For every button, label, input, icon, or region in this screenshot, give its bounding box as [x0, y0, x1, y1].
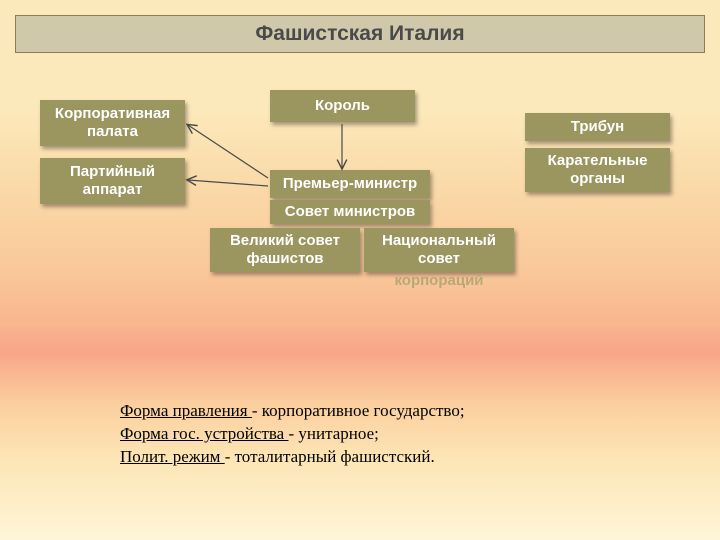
node-nat-council: Национальный совет — [364, 228, 514, 272]
node-council-min: Совет министров — [270, 200, 430, 224]
title-bar: Фашистская Италия — [15, 15, 705, 53]
caption-block: Форма правления - корпоративное государс… — [120, 400, 465, 469]
node-great-council: Великий совет фашистов — [210, 228, 360, 272]
slide-title: Фашистская Италия — [255, 22, 464, 46]
node-king: Король — [270, 90, 415, 122]
node-pm: Премьер-министр — [270, 170, 430, 198]
node-tribune: Трибун — [525, 113, 670, 141]
overflow-label-corporations: корпораций — [364, 272, 514, 290]
node-corp-chamber: Корпоративная палата — [40, 100, 185, 146]
node-party-app: Партийный аппарат — [40, 158, 185, 204]
node-punitive: Карательные органы — [525, 148, 670, 192]
